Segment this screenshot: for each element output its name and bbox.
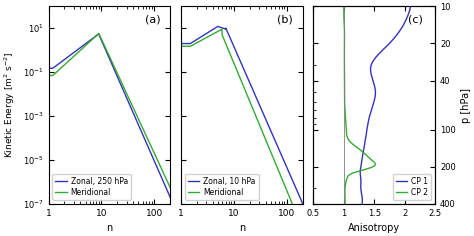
Text: (b): (b) <box>277 14 293 24</box>
Text: (a): (a) <box>145 14 161 24</box>
X-axis label: n: n <box>106 223 112 233</box>
Text: (c): (c) <box>408 14 423 24</box>
Y-axis label: p [hPa]: p [hPa] <box>461 88 471 122</box>
X-axis label: n: n <box>239 223 245 233</box>
Legend: Zonal, 10 hPa, Meridional: Zonal, 10 hPa, Meridional <box>185 174 258 200</box>
Legend: CP 1, CP 2: CP 1, CP 2 <box>393 174 431 200</box>
Y-axis label: Kinetic Energy [m$^2$ s$^{-2}$]: Kinetic Energy [m$^2$ s$^{-2}$] <box>3 52 17 158</box>
Legend: Zonal, 250 hPa, Meridional: Zonal, 250 hPa, Meridional <box>53 174 131 200</box>
X-axis label: Anisotropy: Anisotropy <box>348 223 400 233</box>
